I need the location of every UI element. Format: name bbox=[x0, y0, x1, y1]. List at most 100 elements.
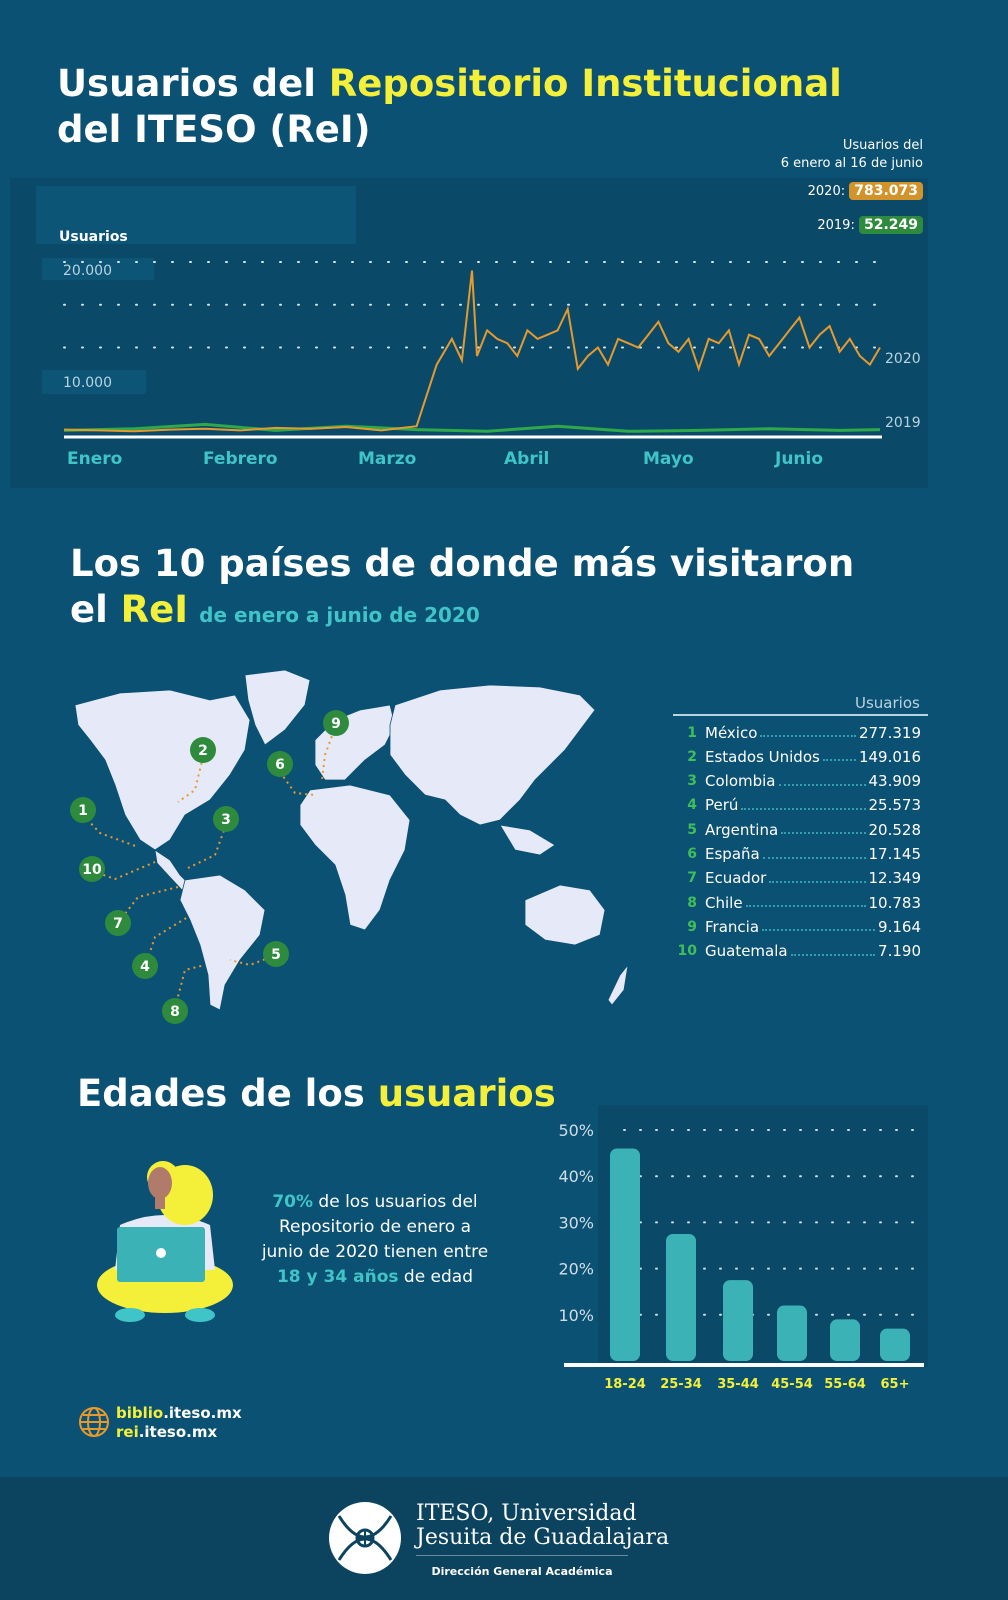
country-row: 5 Argentina 20.528 bbox=[673, 817, 921, 842]
footer-department: Dirección General Académica bbox=[431, 1565, 613, 1578]
bar-ytick-label: 20% bbox=[558, 1260, 594, 1279]
title-highlight: Repositorio Institucional bbox=[328, 62, 842, 105]
stat-2019-badge: 52.249 bbox=[858, 216, 923, 234]
greenland-shape bbox=[244, 669, 311, 746]
map-marker-label: 7 bbox=[113, 916, 123, 932]
connector-1 bbox=[82, 814, 139, 848]
link-biblio[interactable]: biblio.iteso.mx bbox=[116, 1404, 242, 1422]
bar-65+ bbox=[880, 1328, 910, 1361]
ytick-high: 20.000 bbox=[63, 263, 112, 279]
asia-shape bbox=[389, 684, 596, 826]
map-marker-9 bbox=[323, 710, 349, 736]
map-marker-6 bbox=[267, 751, 293, 777]
map-marker-label: 8 bbox=[170, 1004, 180, 1020]
southeast-asia-shape bbox=[499, 824, 556, 856]
connector-6 bbox=[279, 771, 316, 796]
ages-title-prefix: Edades de los bbox=[77, 1072, 378, 1115]
link-biblio-domain: .iteso.mx bbox=[163, 1404, 242, 1422]
stat-2020-badge: 783.073 bbox=[849, 182, 923, 200]
line-chart-label-box bbox=[36, 186, 356, 244]
country-users-value: 277.319 bbox=[858, 723, 921, 742]
country-row: 1 México 277.319 bbox=[673, 720, 921, 745]
country-name: Ecuador bbox=[705, 869, 767, 888]
africa-shape bbox=[299, 784, 411, 931]
month-label-junio: Junio bbox=[775, 449, 824, 469]
subtitle-highlight: ReI bbox=[120, 588, 189, 631]
footer-line2: Jesuita de Guadalajara bbox=[416, 1525, 670, 1550]
map-marker-label: 2 bbox=[198, 743, 208, 759]
series-2020-label: 2020 bbox=[885, 351, 921, 367]
connector-10 bbox=[91, 861, 156, 881]
right-foot-shape bbox=[185, 1308, 215, 1322]
map-marker-2 bbox=[190, 737, 216, 763]
bar-ytick-label: 30% bbox=[558, 1213, 594, 1232]
line-chart-ylabel: Usuarios bbox=[59, 229, 128, 245]
link-rei-domain: .iteso.mx bbox=[138, 1423, 218, 1441]
neck-shape bbox=[155, 1195, 165, 1209]
country-row: 9 Francia 9.164 bbox=[673, 914, 921, 939]
country-users-value: 149.016 bbox=[858, 747, 921, 766]
link-rei[interactable]: rei.iteso.mx bbox=[116, 1423, 217, 1441]
leader-dots bbox=[762, 856, 866, 859]
ages-text-part2: de edad bbox=[398, 1267, 474, 1287]
country-rank: 6 bbox=[687, 846, 697, 862]
bar-chart-yticks: 10% 20% 30% 40% 50% bbox=[558, 1121, 594, 1325]
footer-institution: ITESO, Universidad Jesuita de Guadalajar… bbox=[416, 1502, 669, 1550]
country-users-value: 10.783 bbox=[868, 893, 922, 912]
bar-xtick-label: 18-24 bbox=[604, 1377, 646, 1392]
map-marker-10 bbox=[79, 856, 105, 882]
map-marker-8 bbox=[162, 998, 188, 1024]
country-users-value: 43.909 bbox=[868, 772, 922, 791]
country-table-header: Usuarios bbox=[855, 694, 920, 712]
bar-chart-bars bbox=[610, 1148, 910, 1361]
stats-caption-line1: Usuarios del bbox=[842, 138, 923, 153]
bar-45-54 bbox=[777, 1305, 807, 1361]
leader-dots bbox=[769, 880, 866, 883]
country-users-value: 20.528 bbox=[868, 820, 922, 839]
country-rank: 10 bbox=[677, 943, 697, 960]
country-row: 8 Chile 10.783 bbox=[673, 890, 921, 915]
map-marker-3 bbox=[213, 806, 239, 832]
country-row: 2 Estados Unidos 149.016 bbox=[673, 744, 921, 769]
series-2019-label: 2019 bbox=[885, 415, 921, 431]
series-2019-line bbox=[63, 422, 881, 433]
leader-dots bbox=[760, 735, 856, 737]
user-with-laptop-illustration bbox=[97, 1161, 233, 1322]
leader-dots bbox=[790, 953, 876, 956]
countries-title: Los 10 países de donde más visitaron bbox=[70, 542, 855, 585]
link-biblio-host: biblio bbox=[116, 1404, 164, 1422]
footer bbox=[0, 1477, 1008, 1600]
country-rank: 7 bbox=[687, 870, 697, 887]
bar-25-34 bbox=[666, 1233, 696, 1361]
page-title-line2: del ITESO (ReI) bbox=[57, 108, 371, 151]
month-label-febrero: Febrero bbox=[203, 449, 278, 469]
country-users-value: 12.349 bbox=[868, 869, 922, 888]
bar-ytick-label: 40% bbox=[558, 1167, 594, 1186]
bar-xtick-label: 25-34 bbox=[660, 1377, 702, 1392]
month-label-enero: Enero bbox=[67, 449, 123, 469]
country-row: 4 Perú 25.573 bbox=[673, 793, 921, 818]
ages-title: Edades de los usuarios bbox=[77, 1072, 556, 1116]
ages-text-line2: Repositorio de enero a bbox=[278, 1217, 472, 1237]
iteso-logo-icon bbox=[329, 1502, 401, 1574]
ytick-high-box bbox=[42, 258, 154, 280]
country-row: 6 España 17.145 bbox=[673, 842, 921, 867]
south-america-shape bbox=[179, 874, 266, 1011]
ages-text-line3: junio de 2020 tienen entre bbox=[261, 1242, 489, 1262]
country-name: Francia bbox=[705, 917, 760, 936]
country-name: México bbox=[705, 723, 758, 742]
leader-dots bbox=[778, 783, 866, 786]
country-table-rule bbox=[673, 714, 928, 716]
north-america-shape bbox=[74, 689, 251, 851]
leader-dots bbox=[741, 807, 866, 810]
bar-xtick-label: 45-54 bbox=[771, 1377, 813, 1392]
map-marker-4 bbox=[132, 953, 158, 979]
map-marker-label: 4 bbox=[140, 959, 150, 975]
face-shape bbox=[148, 1167, 172, 1199]
map-marker-1 bbox=[70, 797, 96, 823]
country-name: Chile bbox=[705, 893, 743, 912]
country-name: Estados Unidos bbox=[705, 747, 820, 766]
footer-line1: ITESO, Universidad bbox=[416, 1501, 637, 1526]
map-marker-label: 3 bbox=[221, 812, 231, 828]
countries-subtitle: el ReI de enero a junio de 2020 bbox=[70, 588, 480, 632]
